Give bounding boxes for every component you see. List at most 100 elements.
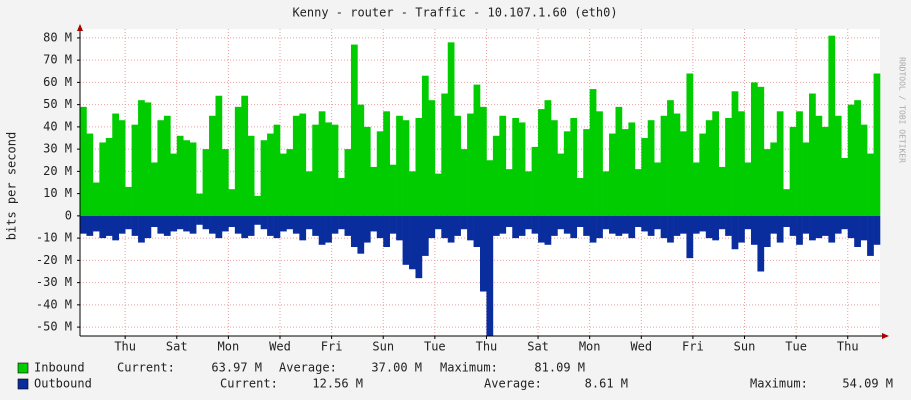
bar [634, 215, 642, 227]
bar [118, 215, 126, 234]
bar [770, 142, 778, 216]
x-tick-label: Sat [166, 340, 188, 354]
bar [112, 215, 120, 241]
bar [234, 106, 242, 216]
bar [505, 169, 513, 216]
bar [247, 215, 255, 236]
bar [150, 162, 158, 216]
bar [383, 111, 390, 216]
bar [783, 215, 790, 227]
bar [144, 102, 152, 216]
legend-label: Outbound [34, 377, 92, 391]
stat-value: 63.97 M [211, 361, 262, 375]
bar [441, 93, 449, 216]
bar [828, 35, 836, 216]
bar [454, 115, 461, 216]
bar [834, 115, 842, 216]
chart-title: Kenny - router - Traffic - 10.107.1.60 (… [292, 6, 617, 20]
x-tick-label: Sun [372, 340, 394, 354]
bar [280, 215, 287, 232]
bar [228, 189, 236, 216]
bar [712, 111, 720, 216]
bar [809, 215, 816, 241]
bar [105, 138, 113, 216]
bar [628, 215, 636, 239]
bar [80, 106, 87, 216]
bar [563, 131, 571, 216]
bar [402, 215, 410, 265]
bar [125, 215, 132, 230]
bar [725, 215, 732, 236]
bar [557, 215, 565, 230]
stat-label: Current: [117, 361, 175, 375]
bar [170, 153, 178, 216]
bar [641, 138, 649, 216]
y-tick-label: -20 M [36, 253, 72, 267]
bar [105, 215, 113, 236]
stat-label: Maximum: [440, 361, 498, 375]
bar [428, 215, 436, 239]
bar [209, 115, 216, 216]
bar [318, 111, 326, 216]
bar [538, 215, 545, 243]
bar [215, 95, 223, 216]
bar [531, 146, 539, 216]
bar [499, 215, 507, 234]
bar [92, 215, 100, 232]
bar [176, 135, 184, 216]
y-tick-label: 50 M [43, 97, 72, 111]
bar [557, 153, 565, 216]
bar [150, 215, 158, 227]
bar [473, 215, 481, 248]
bar [738, 215, 745, 243]
bar [260, 215, 268, 230]
bar [692, 215, 700, 234]
bar [796, 215, 803, 245]
bar [305, 171, 313, 216]
bar [544, 100, 552, 216]
bar [254, 215, 261, 225]
bar [383, 215, 390, 248]
bar [860, 215, 868, 241]
bar [873, 73, 881, 216]
bar [447, 42, 455, 216]
y-tick-label: -40 M [36, 297, 72, 311]
bar [247, 135, 255, 216]
bar [654, 162, 661, 216]
bar [570, 215, 578, 239]
bar [867, 215, 874, 256]
bar [357, 104, 365, 216]
bar [286, 149, 294, 216]
bar [196, 193, 203, 216]
bar [221, 215, 229, 232]
bar [441, 215, 449, 239]
bar [802, 215, 810, 234]
bar [138, 100, 145, 216]
bar [699, 215, 707, 232]
bar [680, 131, 687, 216]
bar [576, 178, 584, 216]
bar [325, 215, 332, 243]
bar [834, 215, 842, 234]
bar [725, 117, 732, 216]
x-tick-label: Fri [321, 340, 343, 354]
bar [267, 133, 274, 216]
bar [421, 215, 429, 256]
x-tick-label: Sat [527, 340, 549, 354]
bar [202, 149, 210, 216]
bar [518, 215, 526, 236]
bar [221, 149, 229, 216]
bar [621, 129, 629, 216]
y-axis-label: bits per second [5, 132, 19, 240]
bar [538, 109, 545, 216]
bar [163, 215, 171, 236]
bar [615, 215, 623, 236]
legend-swatch [17, 362, 29, 374]
bar [312, 124, 320, 216]
bar [370, 166, 378, 216]
bar [138, 215, 145, 243]
bar [634, 169, 642, 216]
bar [421, 75, 429, 216]
bar [163, 115, 171, 216]
bar [273, 124, 281, 216]
